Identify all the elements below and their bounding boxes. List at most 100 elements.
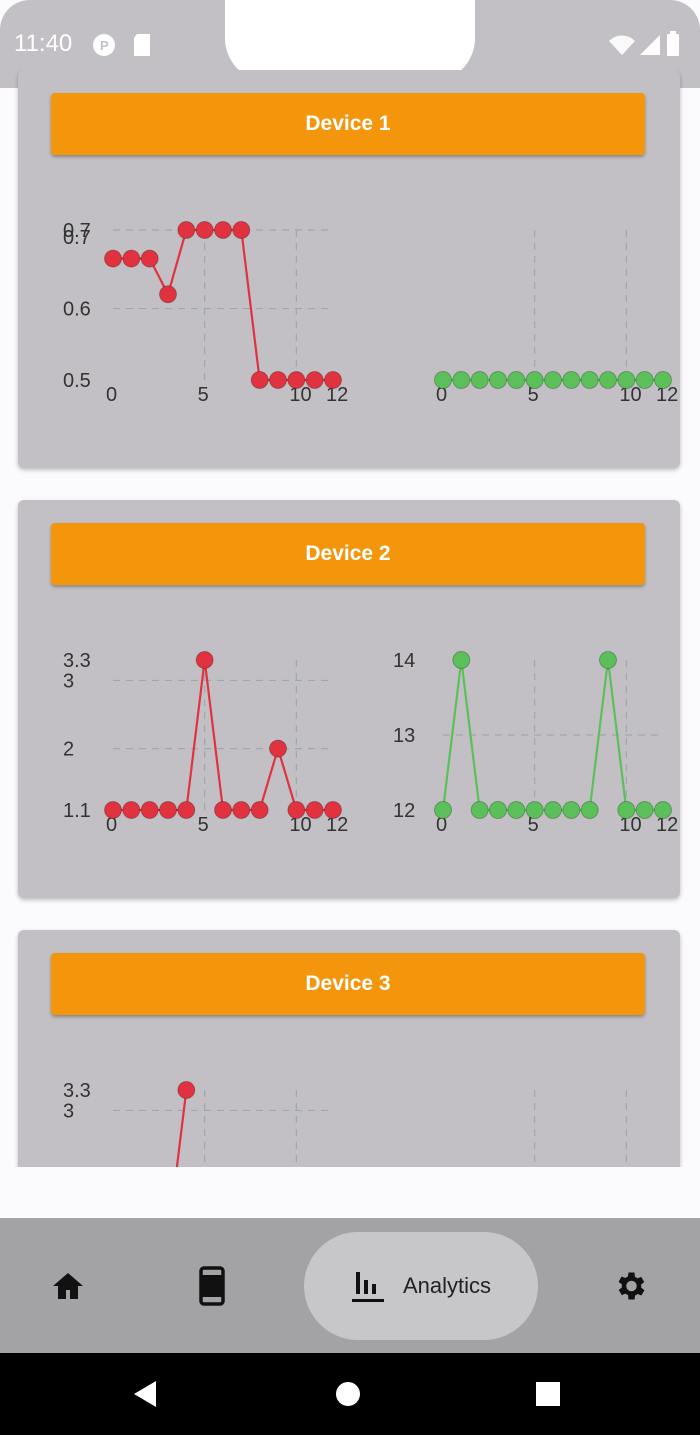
data-point [544, 801, 562, 819]
data-point [232, 221, 251, 239]
data-point [654, 371, 672, 389]
device-card: Device 3 3.3 3 [18, 930, 680, 1167]
device-2-green-chart: 14 13 12 0 5 10 12 [393, 650, 678, 836]
device-icon [199, 1265, 225, 1306]
x-tick-label: 10 [619, 814, 641, 836]
data-point [562, 371, 581, 389]
y-tick-label: 1.1 [63, 800, 91, 822]
signal-icon [638, 33, 662, 62]
x-tick-label: 10 [289, 814, 311, 836]
y-tick-label: 0.5 [63, 370, 91, 392]
nav-settings[interactable] [590, 1218, 670, 1353]
device-1-green-chart: 0 5 10 12 [434, 230, 678, 406]
data-point [214, 801, 232, 819]
home-icon [53, 1272, 83, 1299]
series-line [113, 659, 333, 812]
system-navigation-bar [0, 1353, 700, 1435]
data-point [434, 801, 452, 819]
data-point [214, 221, 232, 239]
nav-analytics[interactable]: Analytics [304, 1232, 538, 1340]
x-tick-label: 5 [198, 814, 209, 836]
y-tick-label: 3.3 [63, 650, 91, 672]
y-tick-label: 3 [63, 1100, 74, 1122]
x-tick-label: 5 [528, 384, 539, 406]
home-button[interactable] [308, 1353, 388, 1435]
y-tick-label: 3.3 [63, 1080, 91, 1102]
device-2-red-chart: 3.33 2 1.1 0 5 10 12 [63, 650, 348, 836]
y-tick-label: 13 [393, 725, 415, 747]
data-point [544, 371, 562, 389]
data-point [232, 801, 251, 819]
battery-icon [666, 31, 682, 62]
data-point [287, 371, 306, 389]
camera-notch [225, 0, 475, 82]
device-1-red-chart: 0.70.7 0.6 0.5 0 5 10 12 [63, 220, 348, 406]
x-tick-label: 0 [436, 814, 447, 836]
nav-home[interactable] [28, 1218, 108, 1353]
data-point [104, 249, 122, 268]
x-tick-label: 12 [326, 384, 348, 406]
data-point [140, 801, 159, 819]
data-point [525, 371, 544, 389]
wifi-icon [608, 33, 636, 62]
device-3-red-chart: 3.33 [63, 1080, 333, 1167]
data-point [654, 801, 672, 819]
x-tick-label: 10 [619, 384, 641, 406]
device-2-button[interactable]: Device 2 [51, 523, 645, 585]
home-circle-icon [336, 1382, 360, 1406]
bottom-navigation: Analytics [0, 1218, 700, 1353]
x-tick-label: 10 [289, 384, 311, 406]
x-tick-label: 0 [106, 384, 117, 406]
data-point [177, 1081, 196, 1099]
data-point [617, 801, 636, 819]
data-point [562, 801, 581, 819]
data-point [452, 651, 471, 669]
device-card: Device 1 0.7 0.7 0.6 0.5 0 5 10 12 0 5 10 12 [18, 70, 680, 468]
data-point [489, 801, 507, 819]
data-point [599, 651, 617, 669]
y-tick-label: 12 [393, 800, 415, 822]
nav-analytics-label: Analytics [402, 1273, 492, 1298]
analytics-icon [351, 1272, 384, 1302]
data-point [507, 371, 526, 389]
data-point [140, 249, 159, 268]
app-notification-icon: P [92, 33, 116, 62]
x-tick-label: 5 [198, 384, 209, 406]
device-3-button[interactable]: Device 3 [51, 953, 645, 1015]
device-list[interactable]: Device 1 0.7 0.7 0.6 0.5 0 5 10 12 0 5 10 12 Devic… [0, 70, 700, 1167]
data-point [305, 371, 324, 389]
data-point [470, 371, 489, 389]
data-point [452, 371, 471, 389]
data-point [635, 801, 654, 819]
data-point [159, 801, 177, 819]
data-point [580, 371, 599, 389]
data-point [635, 371, 654, 389]
data-point [599, 371, 617, 389]
y-tick-label: 0.6 [63, 299, 91, 321]
series-line [175, 1089, 188, 1167]
data-point [177, 801, 196, 819]
y-tick-label: 0.7 [63, 220, 91, 242]
data-point [104, 801, 122, 819]
device-3-green-chart [534, 1090, 627, 1167]
x-tick-label: 12 [656, 814, 678, 836]
x-tick-label: 0 [436, 384, 447, 406]
data-point [159, 285, 177, 304]
recents-button[interactable] [508, 1353, 588, 1435]
back-button[interactable] [105, 1353, 185, 1435]
data-point [507, 801, 526, 819]
y-tick-label: 3 [63, 670, 74, 692]
nav-devices[interactable] [172, 1218, 252, 1353]
data-point [195, 221, 214, 239]
device-1-button[interactable]: Device 1 [51, 93, 645, 155]
data-point [580, 801, 599, 819]
data-point [250, 371, 269, 389]
device-card: Device 2 3.3 3 2 1.1 0 5 10 12 14 13 12 0 5 10 12 [18, 500, 680, 898]
data-point [250, 801, 269, 819]
data-point [269, 371, 287, 389]
data-point [324, 371, 342, 389]
data-point [489, 371, 507, 389]
data-point [195, 651, 214, 669]
data-point [305, 801, 324, 819]
x-tick-label: 12 [656, 384, 678, 406]
